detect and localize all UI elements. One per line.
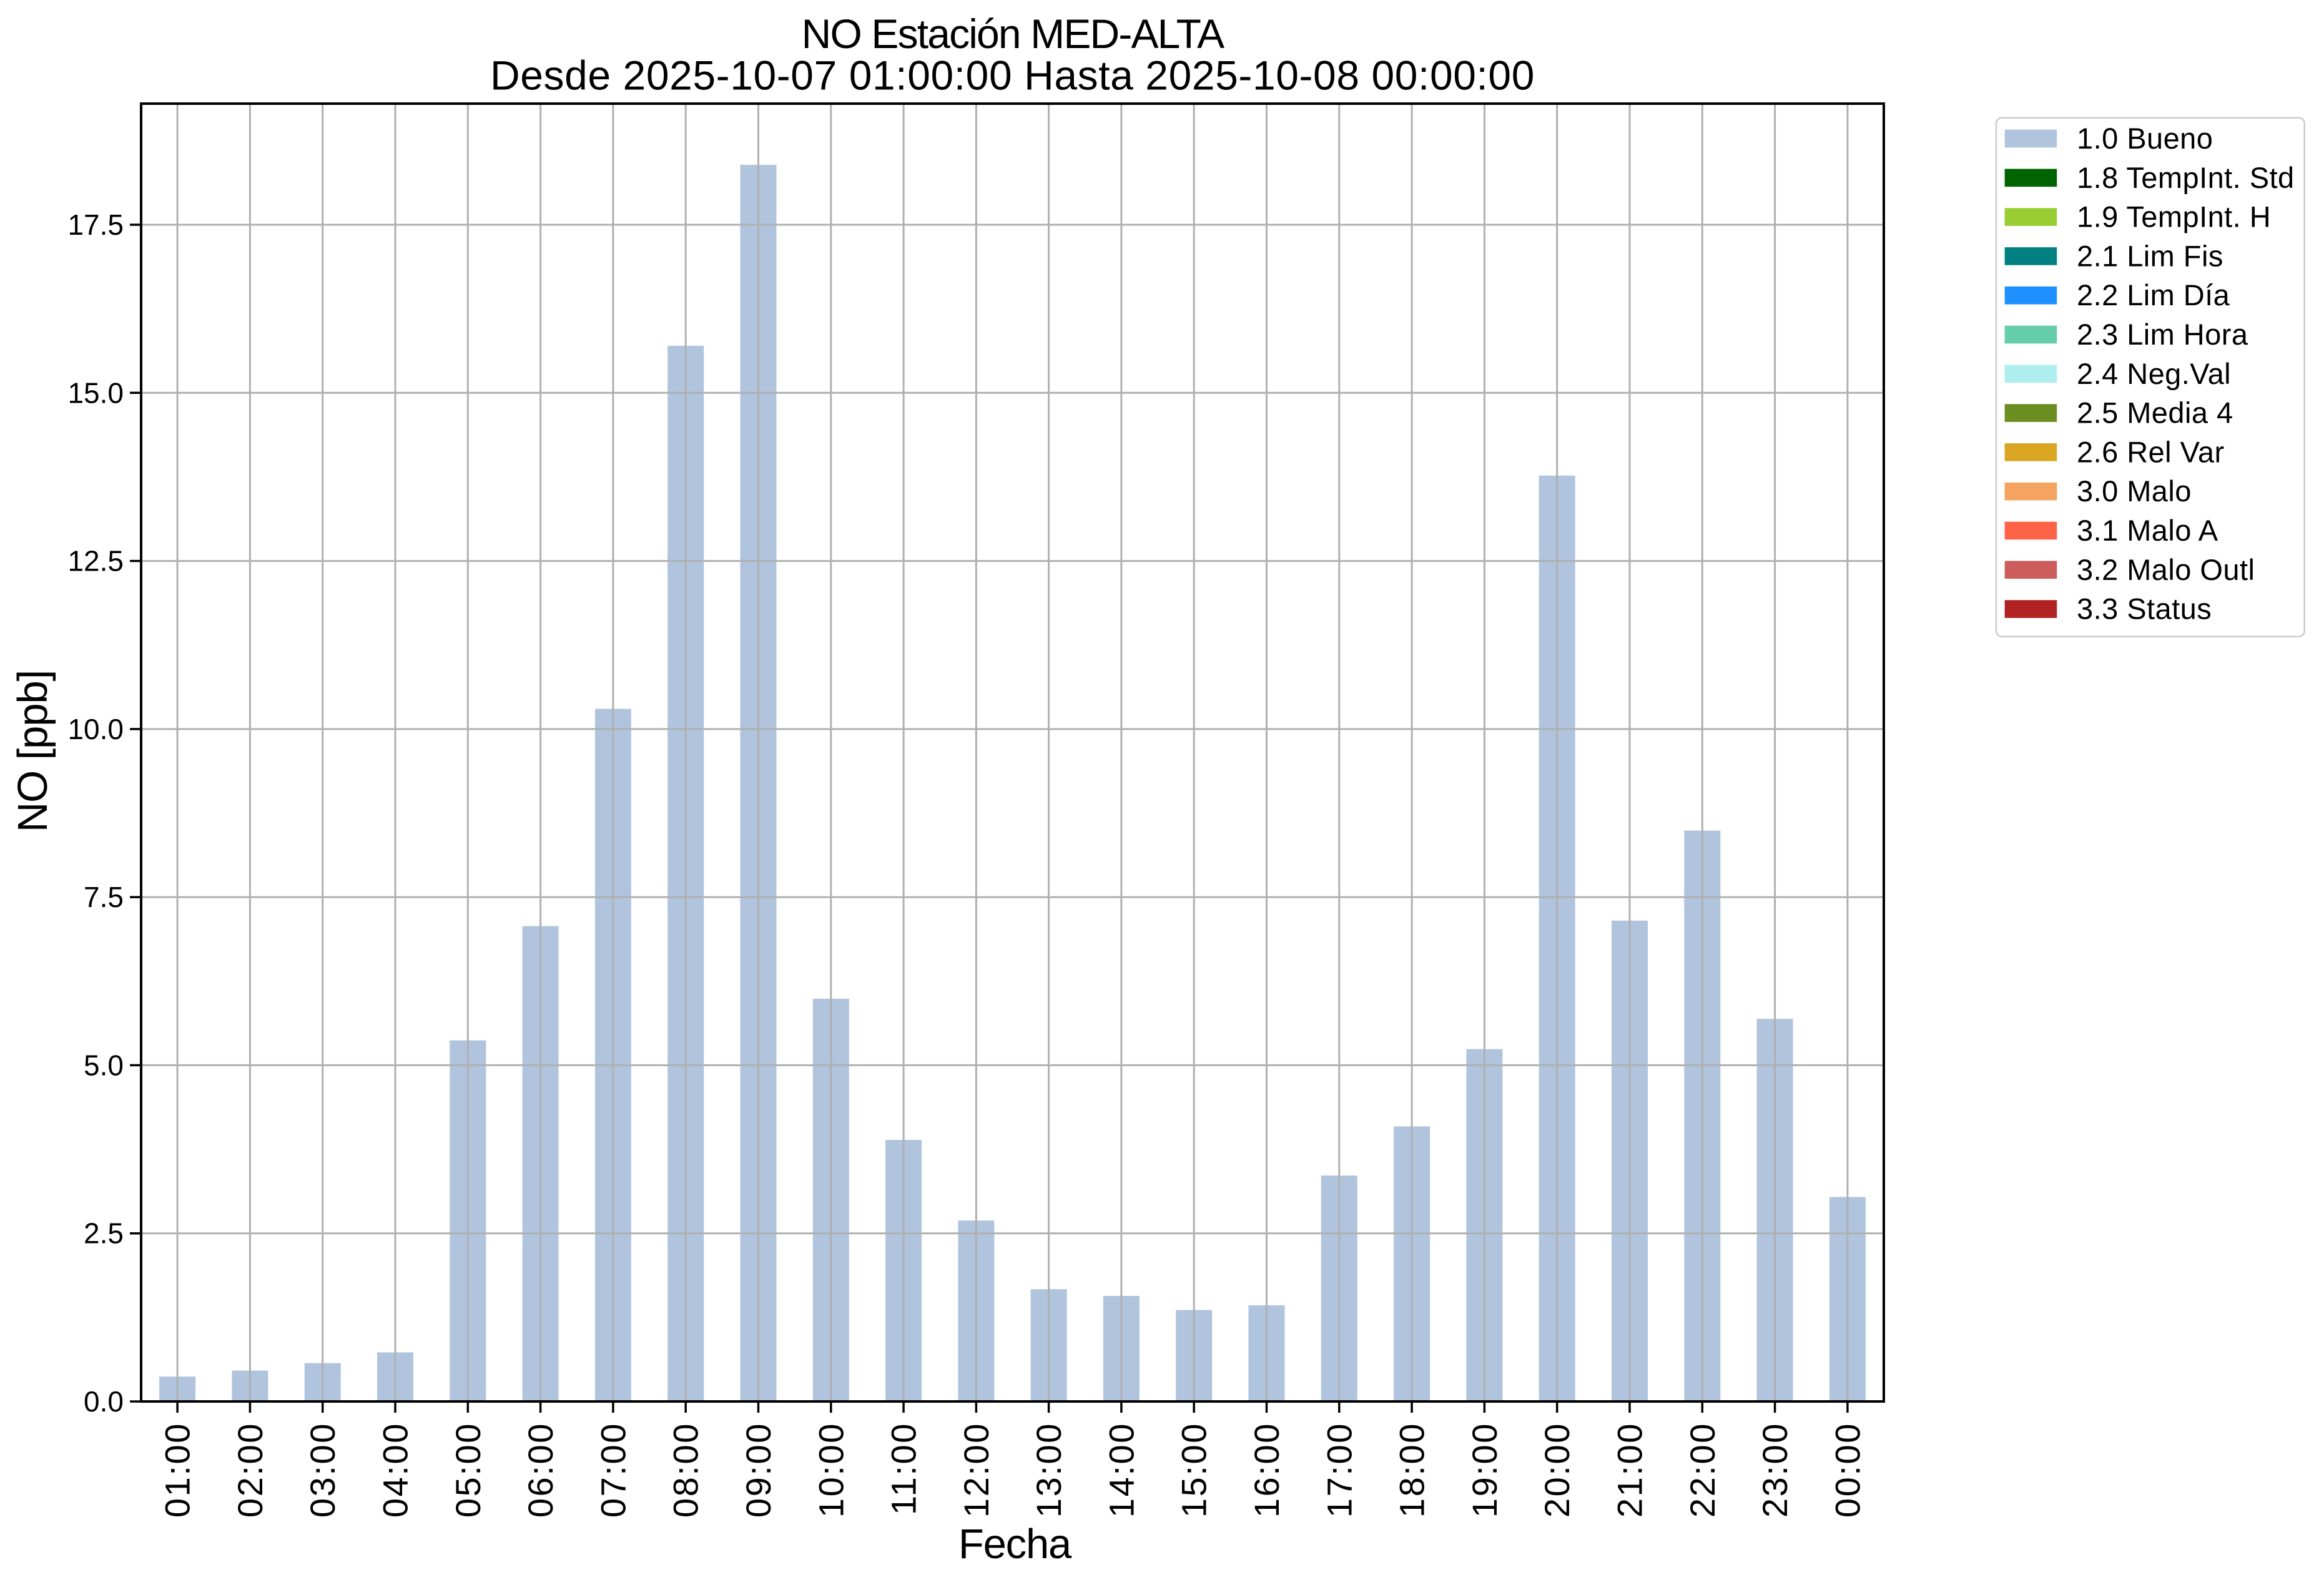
svg-text:12:00: 12:00: [957, 1422, 996, 1518]
svg-text:3.1 Malo A: 3.1 Malo A: [2077, 514, 2218, 547]
svg-text:00:00: 00:00: [1828, 1422, 1867, 1518]
svg-text:03:00: 03:00: [303, 1422, 342, 1518]
svg-text:15.0: 15.0: [67, 376, 124, 409]
svg-text:17.5: 17.5: [67, 209, 124, 241]
svg-text:7.5: 7.5: [84, 881, 124, 913]
svg-text:5.0: 5.0: [84, 1049, 124, 1081]
svg-text:2.2 Lim Día: 2.2 Lim Día: [2077, 278, 2230, 312]
svg-text:16:00: 16:00: [1247, 1422, 1286, 1518]
svg-text:09:00: 09:00: [739, 1422, 778, 1518]
svg-text:02:00: 02:00: [230, 1422, 270, 1518]
svg-text:20:00: 20:00: [1537, 1422, 1577, 1518]
svg-text:2.5: 2.5: [84, 1217, 124, 1250]
svg-text:19:00: 19:00: [1465, 1422, 1504, 1518]
svg-text:01:00: 01:00: [158, 1422, 197, 1518]
svg-text:11:00: 11:00: [884, 1422, 923, 1515]
svg-text:2.6 Rel Var: 2.6 Rel Var: [2077, 435, 2225, 468]
svg-text:21:00: 21:00: [1610, 1422, 1650, 1518]
svg-text:Desde 2025-10-07 01:00:00 Hast: Desde 2025-10-07 01:00:00 Hasta 2025-10-…: [490, 52, 1535, 99]
svg-text:22:00: 22:00: [1683, 1422, 1722, 1518]
svg-text:2.1 Lim Fis: 2.1 Lim Fis: [2077, 239, 2223, 272]
svg-text:04:00: 04:00: [376, 1422, 415, 1518]
svg-text:Fecha: Fecha: [958, 1521, 1072, 1568]
svg-text:2.4 Neg.Val: 2.4 Neg.Val: [2077, 357, 2231, 390]
svg-text:10.0: 10.0: [67, 713, 124, 745]
svg-text:08:00: 08:00: [666, 1422, 706, 1518]
svg-text:NO Estación MED-ALTA: NO Estación MED-ALTA: [802, 11, 1225, 57]
svg-text:1.9 TempInt. H: 1.9 TempInt. H: [2077, 200, 2271, 233]
svg-text:1.0 Bueno: 1.0 Bueno: [2077, 122, 2213, 155]
svg-text:17:00: 17:00: [1319, 1422, 1359, 1518]
svg-text:NO [ppb]: NO [ppb]: [9, 670, 56, 832]
svg-text:3.3 Status: 3.3 Status: [2077, 592, 2212, 626]
svg-text:12.5: 12.5: [67, 545, 124, 577]
svg-text:13:00: 13:00: [1029, 1422, 1068, 1518]
svg-text:10:00: 10:00: [811, 1422, 850, 1518]
svg-text:23:00: 23:00: [1755, 1422, 1795, 1518]
svg-text:05:00: 05:00: [448, 1422, 488, 1518]
svg-text:18:00: 18:00: [1392, 1422, 1432, 1518]
svg-text:1.8 TempInt. Std: 1.8 TempInt. Std: [2077, 161, 2295, 194]
svg-text:3.0 Malo: 3.0 Malo: [2077, 474, 2192, 508]
svg-text:2.5 Media 4: 2.5 Media 4: [2077, 396, 2233, 429]
svg-text:15:00: 15:00: [1174, 1422, 1214, 1518]
svg-text:2.3 Lim Hora: 2.3 Lim Hora: [2077, 318, 2248, 351]
svg-text:3.2 Malo Outl: 3.2 Malo Outl: [2077, 553, 2255, 586]
svg-text:07:00: 07:00: [593, 1422, 633, 1518]
svg-text:0.0: 0.0: [84, 1385, 124, 1418]
svg-text:14:00: 14:00: [1101, 1422, 1141, 1518]
svg-text:06:00: 06:00: [521, 1422, 560, 1518]
